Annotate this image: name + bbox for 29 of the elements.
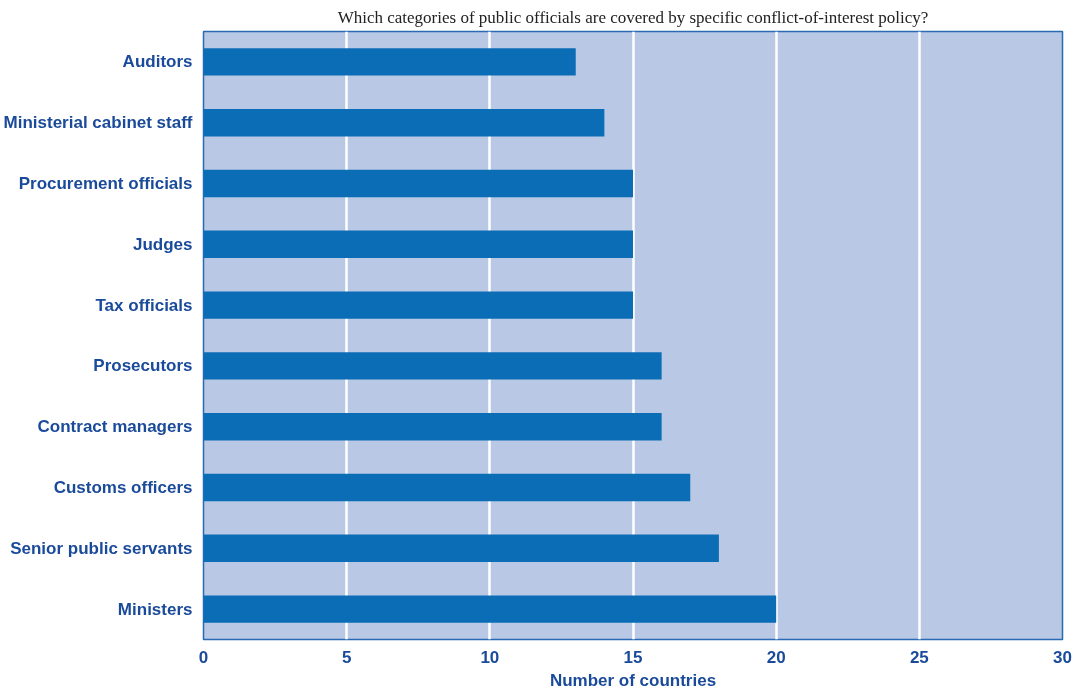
bar (203, 169, 633, 198)
y-tick-label: Ministerial cabinet staff (3, 113, 193, 133)
y-tick-label: Procurement officials (18, 174, 193, 193)
y-tick-label: Contract managers (37, 417, 193, 437)
chart-title: Which categories of public officials are covered by specific conflict-of-interest policy? (337, 7, 929, 27)
bar (203, 109, 605, 137)
x-tick-label: 5 (341, 647, 352, 667)
bar (203, 230, 633, 258)
bar (203, 352, 662, 380)
bar (203, 595, 777, 623)
y-tick-label: Customs officers (53, 478, 193, 497)
y-tick-label: Tax officials (95, 295, 193, 315)
x-tick-label: 25 (909, 647, 929, 667)
x-tick-label: 20 (766, 647, 786, 667)
bar (203, 534, 719, 562)
x-axis-title: Number of countries (549, 670, 717, 690)
x-tick-label: 30 (1053, 647, 1072, 667)
bar (203, 48, 576, 76)
y-tick-label: Auditors (122, 52, 193, 72)
bar (203, 413, 662, 441)
y-tick-label: Prosecutors (93, 356, 193, 376)
bar (203, 291, 633, 319)
bar (203, 473, 691, 502)
x-tick-label: 0 (198, 647, 209, 667)
x-tick-label: 10 (480, 647, 500, 667)
y-tick-label: Judges (132, 234, 193, 254)
y-tick-label: Ministers (117, 599, 193, 619)
x-tick-label: 15 (623, 647, 643, 667)
y-tick-label: Senior public servants (10, 538, 193, 558)
